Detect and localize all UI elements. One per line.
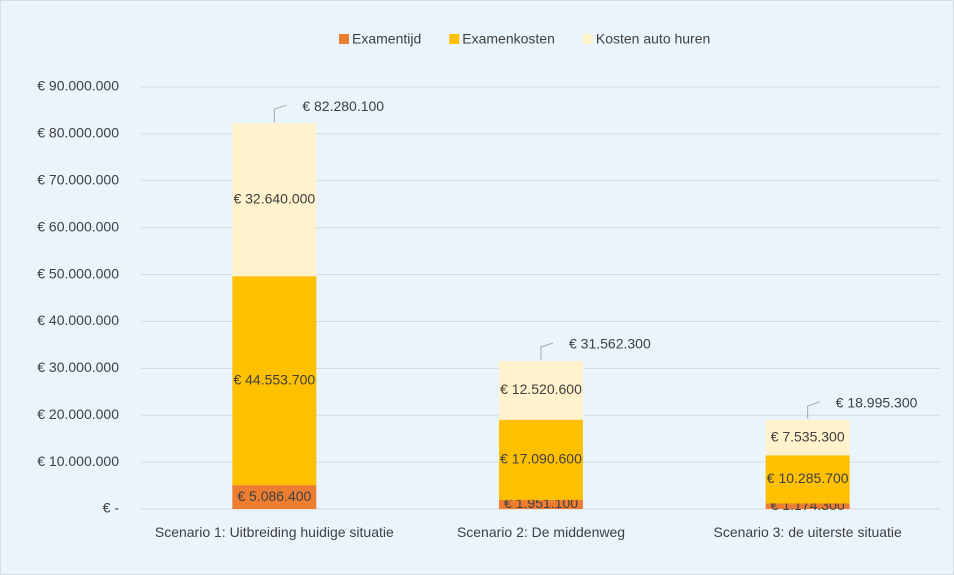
bar-segment: [765, 419, 850, 456]
x-tick-label: Scenario 2: De middenweg: [456, 524, 626, 540]
y-tick-label: € 10.000.000: [37, 453, 119, 469]
data-label: € 7.535.300: [771, 428, 845, 444]
bar-segment: [765, 455, 850, 504]
y-tick-label: € 50.000.000: [37, 265, 119, 281]
legend-swatch: [582, 34, 593, 44]
leader-line: [273, 104, 287, 123]
bar-segment: [765, 503, 850, 509]
leader-line: [807, 401, 820, 419]
legend-label: Examentijd: [352, 31, 421, 47]
data-label: € 32.640.000: [233, 190, 315, 206]
data-label: € 44.553.700: [233, 371, 315, 387]
bar-segment: [499, 419, 583, 500]
total-label: € 18.995.300: [836, 395, 918, 411]
y-tick-label: € 90.000.000: [37, 78, 119, 94]
legend-label: Kosten auto huren: [596, 31, 710, 47]
y-tick-label: € 70.000.000: [37, 171, 119, 187]
y-tick-label: € 20.000.000: [37, 406, 119, 422]
y-tick-label: € 60.000.000: [37, 218, 119, 234]
bar-segment: [232, 276, 317, 486]
legend-swatch: [449, 34, 460, 44]
bar-segment: [499, 499, 583, 509]
data-label: € 17.090.600: [500, 450, 582, 466]
total-label: € 31.562.300: [569, 336, 651, 352]
y-tick-label: € -: [103, 500, 120, 516]
legend-label: Examenkosten: [462, 31, 555, 47]
data-label: € 12.520.600: [500, 381, 582, 397]
bar-segment: [499, 361, 583, 420]
bar-segment: [232, 123, 317, 277]
y-tick-label: € 30.000.000: [37, 359, 119, 375]
data-label: € 10.285.700: [767, 470, 849, 486]
bar-segment: [232, 485, 317, 509]
y-tick-label: € 40.000.000: [37, 312, 119, 328]
y-tick-label: € 80.000.000: [37, 125, 119, 141]
legend-swatch: [339, 34, 349, 44]
leader-line: [540, 342, 554, 361]
x-tick-label: Scenario 1: Uitbreiding huidige situatie: [154, 524, 394, 540]
data-label: € 5.086.400: [237, 488, 311, 504]
x-tick-label: Scenario 3: de uiterste situatie: [713, 524, 902, 540]
total-label: € 82.280.100: [302, 98, 384, 114]
